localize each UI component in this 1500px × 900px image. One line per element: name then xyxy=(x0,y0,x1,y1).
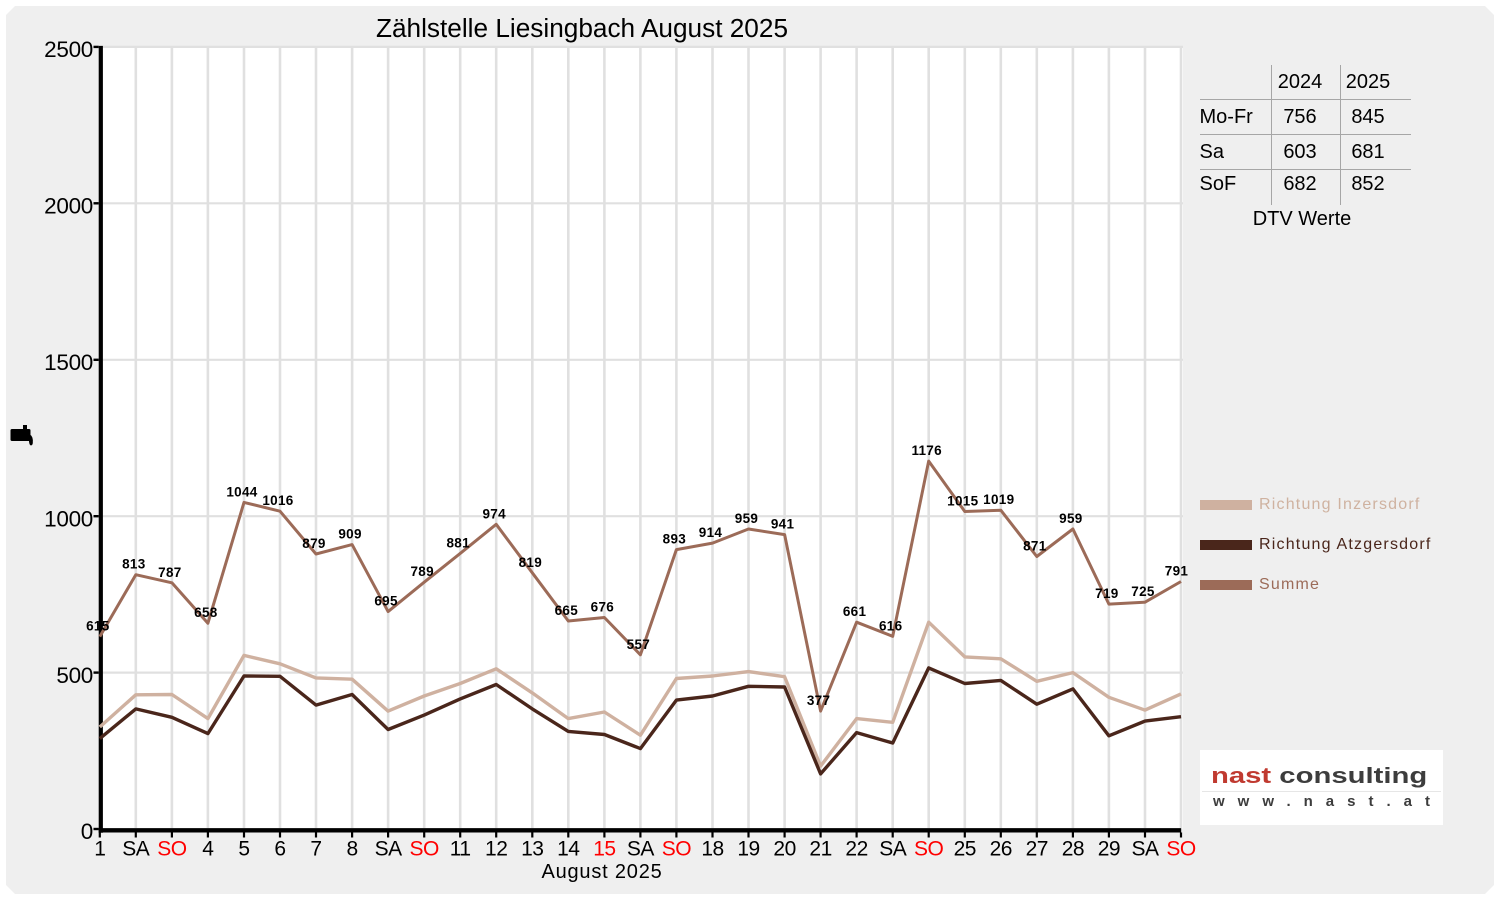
svg-text:974: 974 xyxy=(482,506,506,521)
svg-text:791: 791 xyxy=(1165,564,1189,579)
svg-text:SO: SO xyxy=(157,838,187,861)
svg-text:18: 18 xyxy=(701,838,723,861)
svg-text:SA: SA xyxy=(375,838,403,861)
svg-text:941: 941 xyxy=(771,517,795,532)
svg-text:1019: 1019 xyxy=(983,492,1014,507)
svg-text:1044: 1044 xyxy=(226,484,257,499)
svg-text:19: 19 xyxy=(737,838,759,861)
svg-text:813: 813 xyxy=(122,557,146,572)
svg-text:557: 557 xyxy=(627,637,650,652)
svg-text:SA: SA xyxy=(627,838,655,861)
svg-text:1: 1 xyxy=(94,838,105,861)
svg-text:615: 615 xyxy=(86,619,110,634)
svg-text:11: 11 xyxy=(450,838,471,861)
svg-text:1015: 1015 xyxy=(947,494,978,509)
svg-text:15: 15 xyxy=(593,838,615,861)
svg-text:871: 871 xyxy=(1023,539,1047,554)
svg-text:2000: 2000 xyxy=(44,194,93,219)
svg-text:616: 616 xyxy=(879,618,903,633)
svg-text:725: 725 xyxy=(1131,584,1155,599)
svg-text:893: 893 xyxy=(663,532,687,547)
svg-text:0: 0 xyxy=(81,819,93,844)
svg-text:8: 8 xyxy=(347,838,358,861)
svg-text:22: 22 xyxy=(845,838,867,861)
svg-text:665: 665 xyxy=(555,603,579,618)
svg-text:20: 20 xyxy=(773,838,795,861)
svg-text:27: 27 xyxy=(1026,838,1048,861)
svg-text:881: 881 xyxy=(446,535,470,550)
svg-text:2500: 2500 xyxy=(44,37,93,62)
svg-text:21: 21 xyxy=(809,838,831,861)
svg-text:SA: SA xyxy=(879,838,907,861)
svg-text:819: 819 xyxy=(519,555,542,570)
svg-text:26: 26 xyxy=(990,838,1012,861)
svg-text:377: 377 xyxy=(807,693,830,708)
svg-text:SO: SO xyxy=(410,838,440,861)
svg-text:6: 6 xyxy=(274,838,285,861)
svg-text:13: 13 xyxy=(521,838,543,861)
svg-text:SO: SO xyxy=(1166,838,1196,861)
svg-text:5: 5 xyxy=(238,838,249,861)
svg-text:1016: 1016 xyxy=(262,493,293,508)
svg-text:4: 4 xyxy=(202,838,214,861)
svg-text:August 2025: August 2025 xyxy=(541,861,662,883)
svg-text:695: 695 xyxy=(374,594,398,609)
svg-text:959: 959 xyxy=(735,511,758,526)
svg-text:25: 25 xyxy=(954,838,976,861)
svg-text:12: 12 xyxy=(485,838,507,861)
svg-text:1000: 1000 xyxy=(44,506,93,531)
svg-text:787: 787 xyxy=(158,565,181,580)
svg-text:14: 14 xyxy=(557,838,580,861)
svg-text:658: 658 xyxy=(194,605,218,620)
svg-text:676: 676 xyxy=(591,600,615,615)
svg-text:1500: 1500 xyxy=(44,350,93,375)
svg-text:SO: SO xyxy=(662,838,692,861)
svg-text:7: 7 xyxy=(310,838,321,861)
svg-text:29: 29 xyxy=(1098,838,1120,861)
svg-text:500: 500 xyxy=(56,663,93,688)
svg-text:Zählstelle Liesingbach August: Zählstelle Liesingbach August 2025 xyxy=(376,13,788,43)
svg-text:661: 661 xyxy=(843,604,867,619)
svg-text:879: 879 xyxy=(302,536,325,551)
svg-text:SO: SO xyxy=(914,838,944,861)
svg-text:789: 789 xyxy=(410,564,433,579)
svg-text:1176: 1176 xyxy=(911,443,942,458)
svg-text:914: 914 xyxy=(699,525,723,540)
svg-text:959: 959 xyxy=(1059,511,1082,526)
svg-text:28: 28 xyxy=(1062,838,1084,861)
svg-text:SA: SA xyxy=(1131,838,1159,861)
svg-text:909: 909 xyxy=(338,527,361,542)
svg-text:SA: SA xyxy=(122,838,150,861)
svg-text:719: 719 xyxy=(1095,586,1118,601)
